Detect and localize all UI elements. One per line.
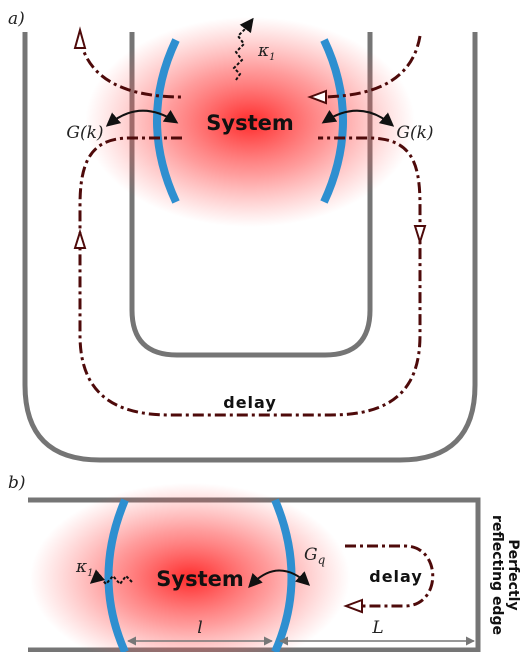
- coupling-symbol: G: [304, 545, 318, 565]
- system-label: System: [206, 111, 293, 135]
- arrowhead: [346, 600, 362, 612]
- panel-label: b): [8, 473, 26, 493]
- length-label: L: [371, 618, 383, 638]
- arrowhead: [75, 30, 85, 48]
- arrowhead: [415, 226, 425, 242]
- delay-label: delay: [369, 567, 423, 586]
- edge-label-line: Perfectly: [505, 539, 521, 610]
- edge-label: Perfectly reflecting edge: [489, 515, 521, 635]
- delay-label: delay: [223, 393, 277, 412]
- coupling-label: G(k): [396, 123, 433, 143]
- system-label: System: [156, 567, 243, 591]
- panel-label: a): [8, 9, 25, 29]
- coupling-label: G(k): [66, 123, 103, 143]
- edge-label-line: reflecting edge: [489, 515, 505, 635]
- kappa-symbol: κ: [257, 41, 269, 61]
- kappa-symbol: κ: [75, 557, 87, 577]
- kappa-subscript: 1: [87, 568, 93, 579]
- coupling-subscript: q: [318, 553, 326, 567]
- length-label: l: [197, 618, 202, 638]
- kappa-subscript: 1: [269, 52, 275, 63]
- arrowhead: [75, 232, 85, 248]
- figure: a) κ1 System G(k) G(k) delay b) κ1 Syste…: [0, 0, 525, 652]
